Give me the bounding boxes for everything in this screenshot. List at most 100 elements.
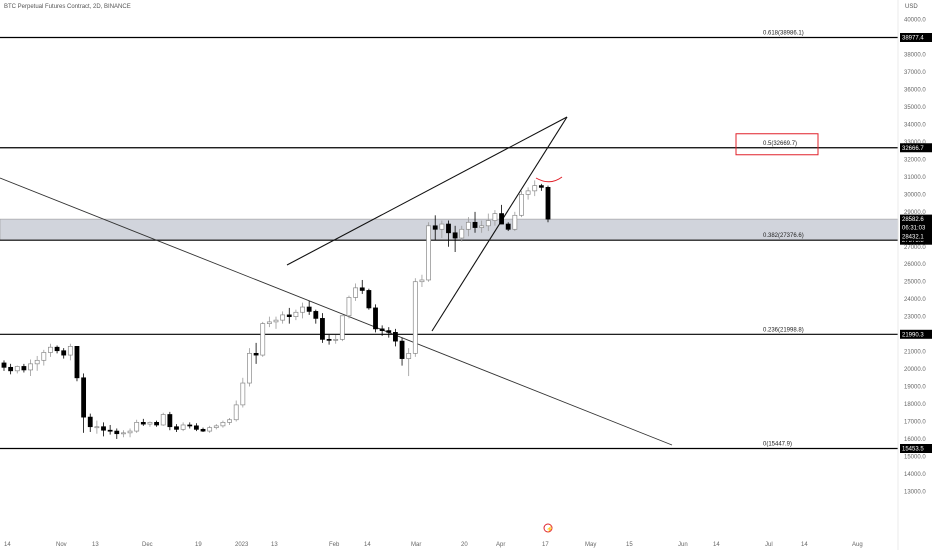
candle <box>379 325 385 336</box>
candle-body <box>273 319 279 323</box>
fib-label: 0.382(27376.6) <box>763 233 804 239</box>
price-tick-label: 40000.0 <box>904 18 926 24</box>
candle <box>147 421 153 427</box>
fib-label: 0.5(32669.7) <box>763 141 797 147</box>
candle <box>114 428 120 439</box>
event-marker-glyph: ⚡ <box>546 525 553 533</box>
candle-body <box>193 425 199 430</box>
candle <box>512 211 518 232</box>
axis-price-tag-text: 27375.8 <box>902 238 924 244</box>
candle-body <box>465 221 471 230</box>
candle-body <box>140 422 146 425</box>
candle-body <box>339 315 345 340</box>
candle-body <box>101 426 106 431</box>
candle <box>386 327 392 338</box>
candle <box>320 313 325 343</box>
candle-body <box>87 416 93 428</box>
candle <box>41 349 47 366</box>
candle <box>266 316 272 328</box>
candle <box>253 342 259 364</box>
candle <box>339 315 345 342</box>
candle-body <box>485 220 491 227</box>
time-tick-label: 15 <box>626 542 633 548</box>
candle-body <box>94 426 100 429</box>
current-price-tag <box>900 231 932 241</box>
candle <box>220 420 226 428</box>
candle-body <box>154 422 159 426</box>
price-tick-label: 14000.0 <box>904 472 926 478</box>
candle-body <box>393 332 398 342</box>
time-tick-label: Jul <box>765 542 773 548</box>
time-tick-label: 14 <box>713 542 720 548</box>
candle-body <box>41 352 47 361</box>
candle-body <box>286 314 292 318</box>
candle <box>280 311 286 324</box>
candle <box>160 412 166 426</box>
candle-body <box>247 352 252 384</box>
candle <box>399 337 405 366</box>
candle <box>446 220 451 247</box>
price-tick-label: 13000.0 <box>904 489 926 495</box>
candle-body <box>8 366 14 372</box>
candle-body <box>147 422 153 425</box>
candle <box>300 302 305 319</box>
price-tick-label: 17000.0 <box>904 419 926 425</box>
candle <box>306 300 312 315</box>
candle <box>207 425 213 433</box>
time-tick-label: Apr <box>496 542 505 548</box>
candle <box>459 225 465 242</box>
candle <box>233 400 239 422</box>
fib-label: 0.236(21998.8) <box>763 327 804 333</box>
candle <box>333 334 339 344</box>
candle-body <box>1 362 7 368</box>
price-tick-label: 37000.0 <box>904 70 926 76</box>
candle <box>193 423 199 432</box>
candle-body <box>479 225 485 228</box>
candle <box>48 343 53 357</box>
current-price-tag <box>900 223 932 233</box>
price-tick-label: 24000.0 <box>904 297 926 303</box>
price-tick-label: 36000.0 <box>904 88 926 94</box>
currency-label: USD <box>905 4 918 10</box>
price-tick-label: 23000.0 <box>904 315 926 321</box>
candle <box>101 422 106 437</box>
candle <box>121 430 126 438</box>
candle <box>134 419 140 433</box>
price-tick-label: 31000.0 <box>904 175 926 181</box>
time-tick-label: 17 <box>542 542 549 548</box>
candle <box>353 283 359 301</box>
candle-body <box>266 321 272 324</box>
price-tick-label: 35000.0 <box>904 105 926 111</box>
candle <box>174 424 179 432</box>
candle-body <box>472 221 478 228</box>
candle-body <box>320 318 325 340</box>
current-price-tag-text: 28432.1 <box>902 234 924 240</box>
candle-body <box>359 287 365 291</box>
event-marker-icon[interactable] <box>543 523 553 533</box>
candle <box>406 348 412 377</box>
candle <box>393 328 398 347</box>
candle <box>34 355 40 371</box>
candle <box>499 204 504 225</box>
candle <box>479 220 485 233</box>
candle-body <box>333 339 339 341</box>
candle-body <box>220 422 226 427</box>
candle-body <box>34 359 40 365</box>
current-price-tag <box>900 214 932 224</box>
time-tick-label: 2023 <box>235 542 249 548</box>
candle <box>439 220 445 239</box>
candle-body <box>432 225 438 230</box>
time-tick-label: 14 <box>4 542 11 548</box>
candle-body <box>48 346 53 353</box>
candle-body <box>180 424 186 430</box>
axis-price-tag-text: 15453.5 <box>902 447 924 453</box>
candle <box>426 222 431 282</box>
time-tick-label: Feb <box>329 542 340 548</box>
candle-body <box>386 330 392 333</box>
candle <box>227 417 232 425</box>
candle-body <box>200 428 206 432</box>
candle-body <box>67 346 73 356</box>
price-tick-label: 33000.0 <box>904 140 926 146</box>
candle <box>87 413 93 432</box>
